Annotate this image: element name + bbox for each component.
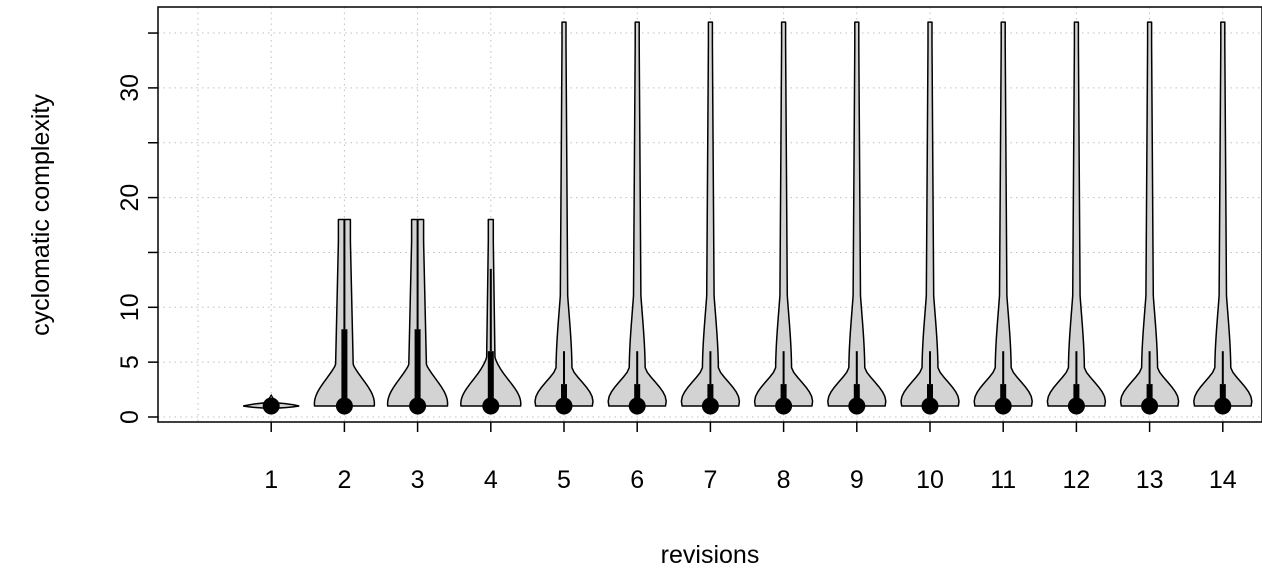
violin-body [680, 21, 741, 407]
y-tick-label: 20 [116, 184, 144, 212]
violin-box [414, 329, 421, 407]
violin-box [634, 384, 641, 407]
violin-box [341, 329, 348, 407]
x-tick-label: 7 [703, 466, 717, 494]
violin-body [1119, 21, 1180, 407]
x-tick-label: 3 [411, 466, 425, 494]
violin-body [900, 21, 960, 407]
x-tick-label: 13 [1136, 466, 1164, 494]
violin-median [482, 397, 500, 415]
y-axis-title: cyclomatic complexity [27, 94, 55, 336]
x-axis-title: revisions [661, 541, 760, 569]
x-tick-label: 11 [990, 466, 1016, 494]
violin-2 [313, 218, 376, 415]
violin-median [775, 397, 793, 415]
violin-box [1219, 384, 1226, 407]
x-tick-label: 4 [484, 466, 498, 494]
violin-body [534, 21, 594, 407]
violin-4 [460, 218, 522, 415]
violin-9 [827, 21, 887, 415]
violin-median [848, 397, 866, 415]
violin-8 [753, 21, 814, 415]
violin-11 [973, 21, 1033, 415]
violin-box [1073, 384, 1080, 407]
violin-box [561, 384, 567, 407]
violin-median [1067, 397, 1085, 415]
violin-body [1046, 21, 1107, 407]
x-tick-label: 5 [557, 466, 571, 494]
violin-median [921, 397, 939, 415]
violin-body [607, 21, 667, 407]
violin-median [409, 397, 427, 415]
violin-box [1146, 384, 1153, 407]
violin-box [1000, 384, 1007, 407]
x-tick-label: 8 [777, 466, 791, 494]
x-tick-label: 14 [1209, 466, 1237, 494]
violin-7 [680, 21, 741, 415]
violin-body [1193, 21, 1253, 407]
x-tick-label: 9 [850, 466, 864, 494]
violin-box [780, 384, 787, 407]
violin-median [628, 397, 646, 415]
violin-median [701, 397, 719, 415]
x-tick-label: 2 [337, 466, 351, 494]
violin-body [973, 21, 1033, 407]
violin-body [753, 21, 814, 407]
violin-13 [1119, 21, 1180, 415]
violin-6 [607, 21, 667, 415]
violin-3 [386, 218, 449, 415]
violin-box [487, 351, 494, 407]
violin-box [853, 384, 860, 407]
violin-1 [243, 393, 300, 415]
y-tick-label: 30 [116, 74, 144, 102]
violin-median [555, 397, 573, 415]
x-tick-label: 12 [1062, 466, 1090, 494]
violin-12 [1046, 21, 1107, 415]
x-tick-label: 10 [916, 466, 944, 494]
x-tick-label: 6 [630, 466, 644, 494]
violin-body [827, 21, 887, 407]
violin-median [994, 397, 1012, 415]
violins [243, 21, 1253, 415]
y-tick-label: 0 [116, 410, 144, 424]
x-tick-label: 1 [264, 466, 278, 494]
violin-median [335, 397, 353, 415]
violin-10 [900, 21, 960, 415]
violin-median [262, 397, 280, 415]
violin-14 [1193, 21, 1253, 415]
violin-box [927, 384, 933, 407]
violin-box [707, 384, 714, 407]
violin-median [1214, 397, 1232, 415]
y-tick-label: 5 [116, 355, 144, 369]
y-tick-label: 10 [116, 293, 144, 321]
violin-median [1141, 397, 1159, 415]
violin-5 [534, 21, 594, 415]
